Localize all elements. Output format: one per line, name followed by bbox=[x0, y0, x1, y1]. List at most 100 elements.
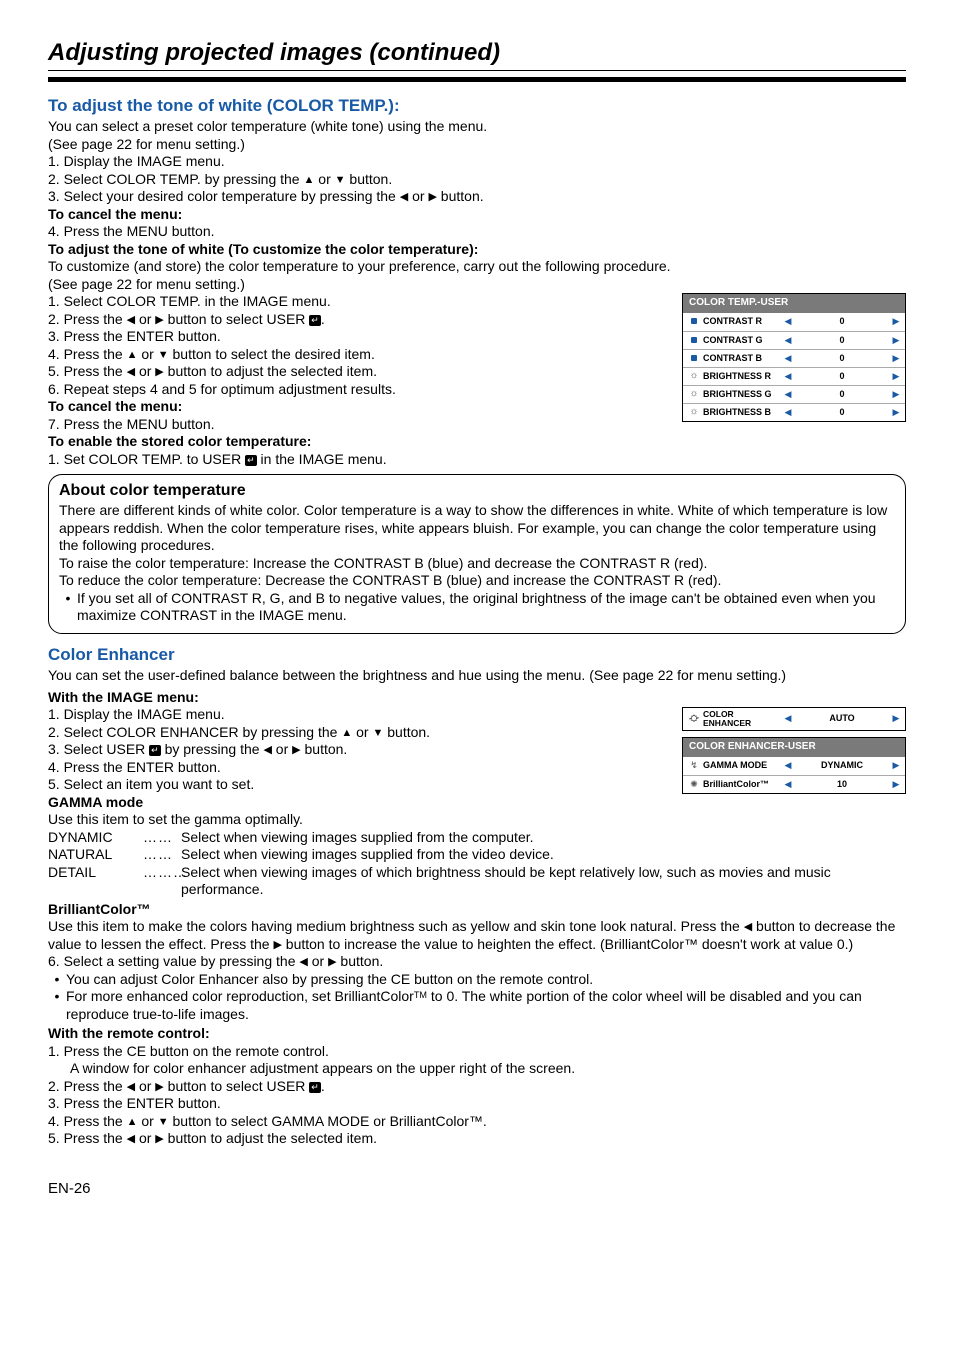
menu-row: CONTRAST G◀0▶ bbox=[683, 331, 905, 349]
down-triangle-icon: ▼ bbox=[158, 349, 169, 361]
sub-heading: GAMMA mode bbox=[48, 794, 906, 812]
menu-label: COLOR ENHANCER bbox=[701, 710, 783, 729]
right-arrow-icon: ▶ bbox=[891, 779, 901, 790]
color-enhancer-user-menu: COLOR ENHANCER-USER ↯GAMMA MODE◀DYNAMIC▶… bbox=[682, 737, 906, 794]
right-arrow-icon: ▶ bbox=[891, 760, 901, 771]
bullet-item: •For more enhanced color reproduction, s… bbox=[48, 988, 906, 1023]
right-arrow-icon: ▶ bbox=[891, 389, 901, 400]
row-icon: ↯ bbox=[687, 760, 701, 771]
gamma-mode-name: NATURAL bbox=[48, 846, 143, 864]
right-arrow-icon: ▶ bbox=[891, 407, 901, 418]
right-arrow-icon: ▶ bbox=[891, 316, 901, 327]
menu-label: GAMMA MODE bbox=[701, 760, 783, 771]
sub-heading: To adjust the tone of white (To customiz… bbox=[48, 241, 906, 259]
sub-heading: With the remote control: bbox=[48, 1025, 906, 1043]
menu-label: BrilliantColor™ bbox=[701, 779, 783, 790]
slider-icon: ⛮ bbox=[687, 713, 701, 724]
gamma-mode-row: DYNAMIC……Select when viewing images supp… bbox=[48, 829, 906, 847]
horizontal-divider bbox=[48, 77, 906, 81]
menu-header: COLOR TEMP.-USER bbox=[683, 294, 905, 313]
list-item: 5. Press the ◀ or ▶ button to adjust the… bbox=[48, 1130, 906, 1148]
left-arrow-icon: ◀ bbox=[783, 713, 793, 724]
contrast-icon bbox=[687, 353, 701, 364]
menu-row: ☼BRIGHTNESS B◀0▶ bbox=[683, 403, 905, 421]
menu-header: COLOR ENHANCER-USER bbox=[683, 738, 905, 757]
gamma-mode-name: DETAIL bbox=[48, 864, 143, 899]
right-triangle-icon: ▶ bbox=[428, 191, 436, 203]
body-text: To raise the color temperature: Increase… bbox=[59, 555, 895, 573]
list-item: 1. Set COLOR TEMP. to USER ↵ in the IMAG… bbox=[48, 451, 906, 469]
menu-row: ✺BrilliantColor™◀10▶ bbox=[683, 775, 905, 793]
enter-icon: ↵ bbox=[149, 745, 161, 756]
color-temp-user-menu: COLOR TEMP.-USER CONTRAST R◀0▶CONTRAST G… bbox=[682, 293, 906, 422]
dots: …… bbox=[143, 846, 181, 864]
gamma-modes: DYNAMIC……Select when viewing images supp… bbox=[48, 829, 906, 899]
left-triangle-icon: ◀ bbox=[127, 1081, 135, 1093]
left-arrow-icon: ◀ bbox=[783, 335, 793, 346]
gamma-mode-name: DYNAMIC bbox=[48, 829, 143, 847]
body-text: To reduce the color temperature: Decreas… bbox=[59, 572, 895, 590]
menu-value: 10 bbox=[793, 779, 891, 790]
section-heading: To adjust the tone of white (COLOR TEMP.… bbox=[48, 95, 906, 116]
right-triangle-icon: ▶ bbox=[155, 1081, 163, 1093]
brightness-icon: ☼ bbox=[687, 406, 701, 419]
about-color-temp-box: About color temperature There are differ… bbox=[48, 474, 906, 634]
gamma-mode-row: NATURAL……Select when viewing images supp… bbox=[48, 846, 906, 864]
menu-label: CONTRAST G bbox=[701, 335, 783, 346]
page-title: Adjusting projected images (continued) bbox=[48, 38, 906, 71]
sub-heading: With the IMAGE menu: bbox=[48, 689, 906, 707]
menu-value: AUTO bbox=[793, 713, 891, 724]
dots: ……… bbox=[143, 864, 181, 899]
sub-heading: To cancel the menu: bbox=[48, 206, 906, 224]
list-item: 1. Display the IMAGE menu. bbox=[48, 153, 906, 171]
row-icon: ✺ bbox=[687, 779, 701, 790]
right-arrow-icon: ▶ bbox=[891, 353, 901, 364]
down-triangle-icon: ▼ bbox=[372, 727, 383, 739]
left-triangle-icon: ◀ bbox=[263, 744, 271, 756]
right-triangle-icon: ▶ bbox=[292, 744, 300, 756]
contrast-icon bbox=[687, 335, 701, 346]
enter-icon: ↵ bbox=[309, 315, 321, 326]
menu-value: 0 bbox=[793, 389, 891, 400]
list-item: 3. Press the ENTER button. bbox=[48, 1095, 906, 1113]
menu-label: BRIGHTNESS B bbox=[701, 407, 783, 418]
color-enhancer-menu: ⛮ COLOR ENHANCER ◀ AUTO ▶ COLOR ENHANCER… bbox=[682, 707, 906, 794]
menu-value: 0 bbox=[793, 353, 891, 364]
page-number: EN-26 bbox=[48, 1180, 906, 1199]
left-triangle-icon: ◀ bbox=[127, 314, 135, 326]
brightness-icon: ☼ bbox=[687, 388, 701, 401]
up-triangle-icon: ▲ bbox=[127, 349, 138, 361]
bullet-item: • If you set all of CONTRAST R, G, and B… bbox=[59, 590, 895, 625]
menu-label: CONTRAST R bbox=[701, 316, 783, 327]
body-text: (See page 22 for menu setting.) bbox=[48, 136, 906, 154]
menu2-rows: ↯GAMMA MODE◀DYNAMIC▶✺BrilliantColor™◀10▶ bbox=[683, 757, 905, 793]
brightness-icon: ☼ bbox=[687, 370, 701, 383]
left-triangle-icon: ◀ bbox=[127, 366, 135, 378]
menu-label: BRIGHTNESS R bbox=[701, 371, 783, 382]
menu-label: CONTRAST B bbox=[701, 353, 783, 364]
menu-value: 0 bbox=[793, 335, 891, 346]
gamma-mode-desc: Select when viewing images supplied from… bbox=[181, 829, 906, 847]
left-arrow-icon: ◀ bbox=[783, 316, 793, 327]
left-arrow-icon: ◀ bbox=[783, 760, 793, 771]
menu-label: BRIGHTNESS G bbox=[701, 389, 783, 400]
list-item: 3. Select your desired color temperature… bbox=[48, 188, 906, 206]
menu-value: DYNAMIC bbox=[793, 760, 891, 771]
menu-value: 0 bbox=[793, 371, 891, 382]
left-triangle-icon: ◀ bbox=[744, 921, 752, 933]
left-arrow-icon: ◀ bbox=[783, 371, 793, 382]
down-triangle-icon: ▼ bbox=[158, 1116, 169, 1128]
right-triangle-icon: ▶ bbox=[273, 939, 281, 951]
list-item-sub: A window for color enhancer adjustment a… bbox=[48, 1060, 906, 1078]
body-text: To customize (and store) the color tempe… bbox=[48, 258, 906, 276]
body-text: (See page 22 for menu setting.) bbox=[48, 276, 906, 294]
left-arrow-icon: ◀ bbox=[783, 407, 793, 418]
right-triangle-icon: ▶ bbox=[328, 956, 336, 968]
left-triangle-icon: ◀ bbox=[299, 956, 307, 968]
gamma-mode-row: DETAIL………Select when viewing images of w… bbox=[48, 864, 906, 899]
right-arrow-icon: ▶ bbox=[891, 335, 901, 346]
body-text: You can set the user-defined balance bet… bbox=[48, 667, 906, 685]
section-heading: Color Enhancer bbox=[48, 644, 906, 665]
list-item: 2. Select COLOR TEMP. by pressing the ▲ … bbox=[48, 171, 906, 189]
right-arrow-icon: ▶ bbox=[891, 371, 901, 382]
